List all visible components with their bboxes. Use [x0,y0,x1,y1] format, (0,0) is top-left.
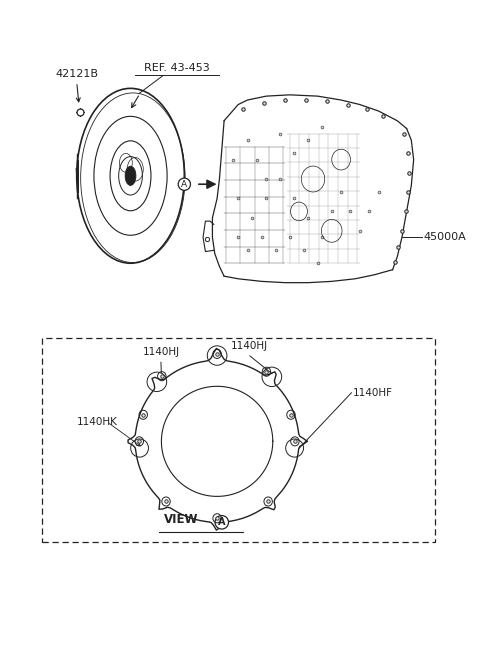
Text: 1140HK: 1140HK [77,417,118,427]
Text: VIEW: VIEW [164,512,198,525]
Ellipse shape [125,166,136,186]
Text: A: A [181,180,187,189]
Text: A: A [218,518,226,527]
Text: 1140HJ: 1140HJ [231,340,268,351]
Bar [42,338,435,542]
Text: 42121B: 42121B [55,69,98,79]
Text: 45000A: 45000A [423,232,466,242]
Text: REF. 43-453: REF. 43-453 [144,64,210,73]
Text: 1140HJ: 1140HJ [143,347,180,357]
Text: 1140HF: 1140HF [353,388,393,398]
